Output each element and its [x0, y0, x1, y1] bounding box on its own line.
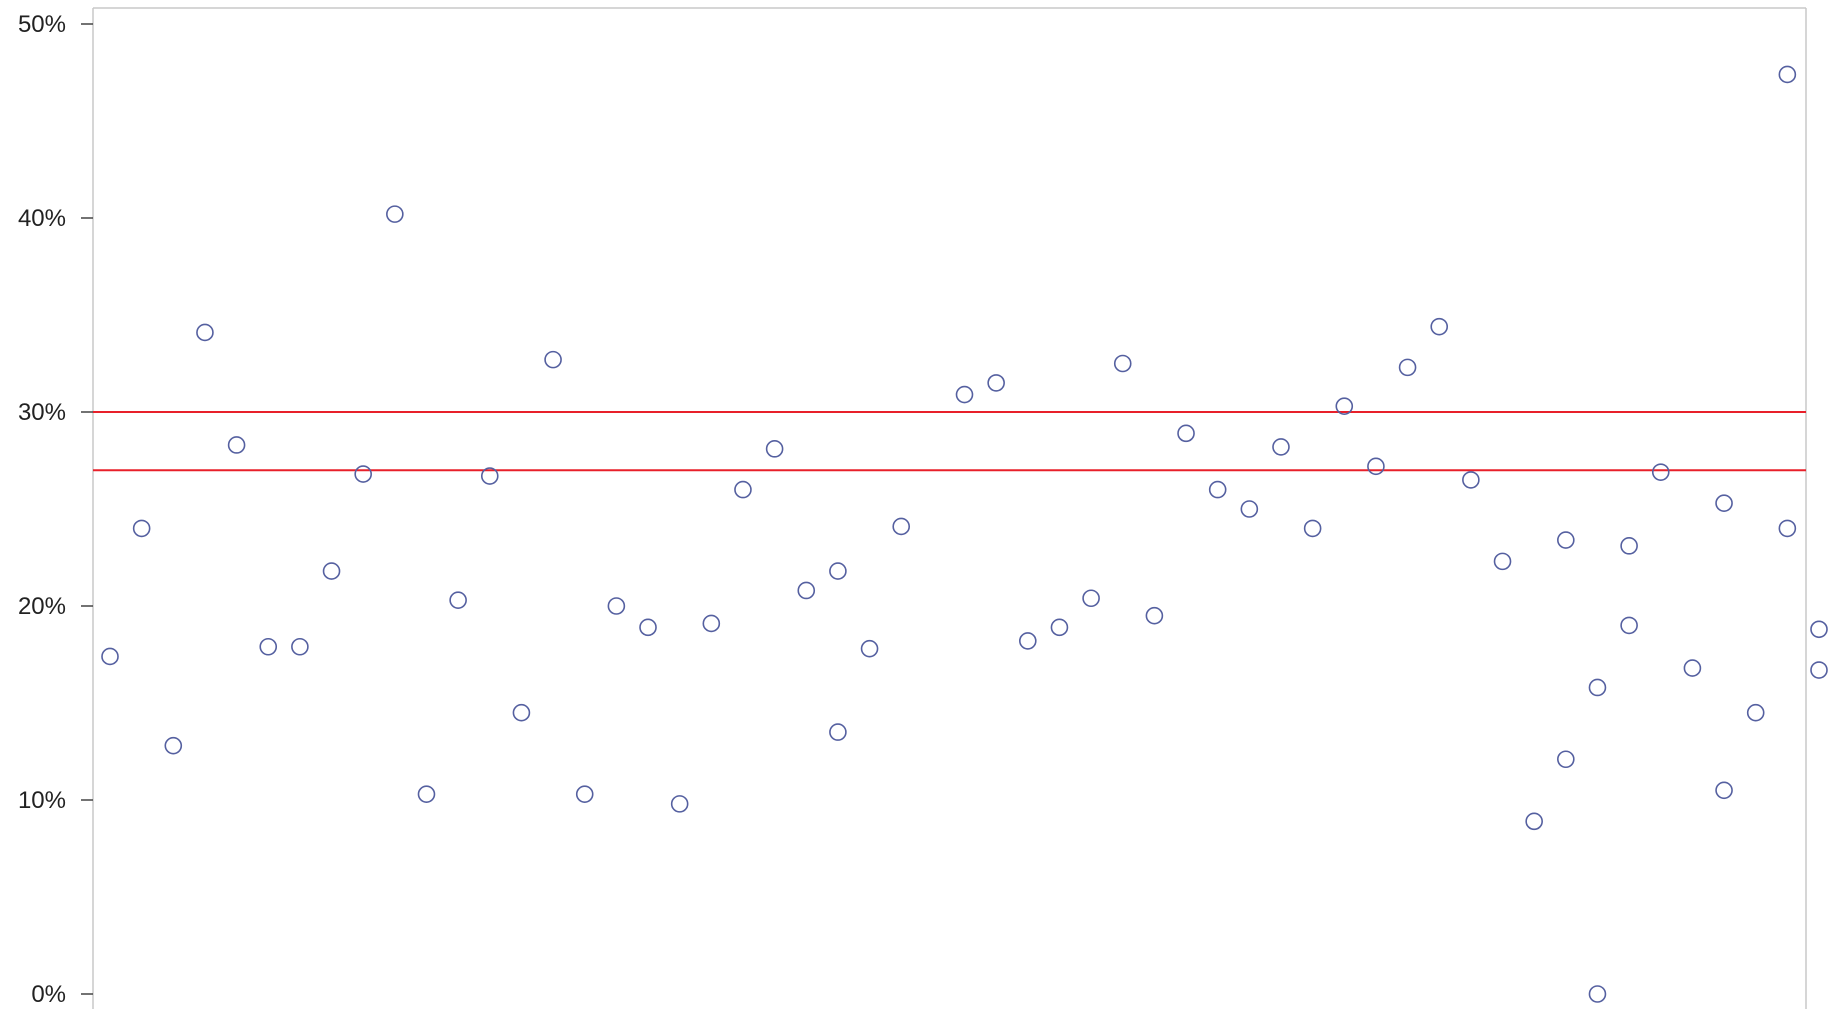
data-point: [797, 581, 816, 600]
data-point: [1557, 531, 1575, 549]
data-point: [417, 785, 436, 803]
data-point: [1525, 812, 1543, 831]
data-point: [1145, 606, 1164, 625]
data-point: [1810, 620, 1828, 639]
data-point: [164, 736, 183, 755]
data-point: [480, 467, 499, 485]
data-point: [101, 647, 119, 666]
data-point: [1240, 500, 1259, 518]
data-point: [575, 785, 594, 803]
y-axis: 0% 10% 20% 30% 40% 50%: [18, 11, 93, 1008]
reference-lines: [93, 411, 1806, 472]
data-point: [1810, 661, 1828, 679]
y-tick-label: 0%: [31, 981, 66, 1008]
y-tick-label: 30%: [18, 399, 66, 426]
data-point: [1557, 750, 1575, 769]
data-point: [196, 323, 214, 342]
data-point: [291, 637, 309, 656]
data-point: [1620, 537, 1638, 555]
data-point: [544, 350, 562, 369]
data-point: [1018, 632, 1037, 650]
data-point: [1177, 424, 1195, 443]
data-point: [1335, 397, 1354, 415]
data-point: [670, 795, 689, 813]
data-point: [1778, 519, 1797, 538]
data-point: [1367, 457, 1385, 476]
data-point: [1651, 463, 1670, 481]
y-tick-label: 20%: [18, 593, 66, 620]
plot-frame: [92, 7, 1807, 1009]
data-point: [1588, 985, 1607, 1003]
data-point: [1082, 589, 1100, 608]
data-point: [1462, 471, 1480, 489]
data-point: [1746, 703, 1765, 722]
data-point: [386, 205, 404, 223]
data-point: [607, 597, 626, 615]
data-point: [1398, 358, 1417, 377]
data-point: [734, 480, 752, 499]
data-point: [1778, 65, 1797, 84]
data-point: [1715, 494, 1733, 512]
data-point: [1113, 354, 1132, 373]
y-tick-label: 40%: [18, 205, 66, 232]
data-point: [354, 465, 372, 483]
data-point: [955, 385, 974, 404]
data-point: [1493, 552, 1512, 571]
data-point: [1683, 659, 1702, 677]
data-point: [829, 723, 847, 741]
data-point: [512, 703, 531, 722]
data-point: [132, 519, 151, 538]
data-point: [227, 436, 246, 454]
data-point: [1620, 616, 1638, 635]
data-points: [101, 65, 1828, 1003]
y-tick-label: 10%: [18, 787, 66, 814]
data-point: [829, 562, 847, 580]
data-point: [449, 591, 467, 609]
data-point: [892, 517, 911, 536]
data-point: [1208, 480, 1227, 499]
data-point: [1430, 317, 1449, 336]
data-point: [639, 618, 657, 637]
data-point: [1303, 519, 1322, 538]
data-point: [1272, 438, 1290, 456]
data-point: [1050, 618, 1069, 637]
y-tick-label: 50%: [18, 11, 66, 38]
data-point: [702, 614, 721, 633]
data-point: [987, 374, 1005, 392]
data-point: [1588, 678, 1607, 697]
data-point: [1715, 781, 1733, 800]
data-point: [860, 639, 879, 658]
data-point: [259, 637, 278, 656]
data-point: [765, 440, 784, 458]
data-point: [322, 562, 341, 580]
